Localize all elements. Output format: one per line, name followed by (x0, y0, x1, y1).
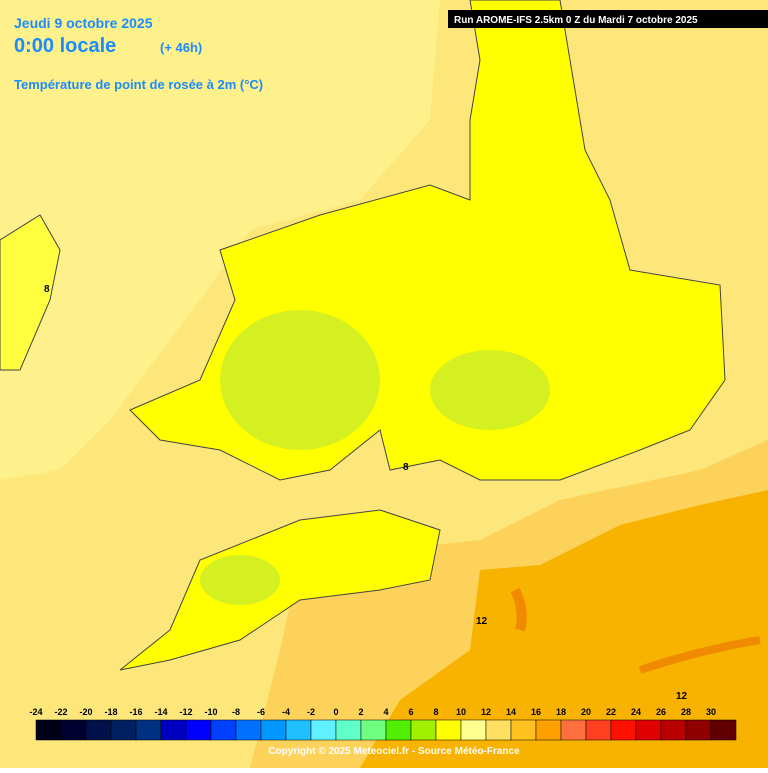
legend: -24 -22 -20 -18 -16 -14 -12 -10 -8 -6 -4 -2 0 2 4 6 8 10 1… (29, 707, 737, 741)
legend-label: -16 (129, 707, 142, 717)
orange-sea (360, 490, 768, 768)
legend-label: -2 (307, 707, 315, 717)
legend-swatch (385, 719, 412, 741)
date: Jeudi 9 octobre 2025 (14, 15, 153, 31)
copyright: Copyright © 2025 Meteociel.fr - Source M… (268, 746, 520, 757)
legend-swatch (185, 719, 212, 741)
green-patch (430, 350, 550, 430)
contour-label: 12 (676, 691, 688, 702)
legend-label: -18 (104, 707, 117, 717)
legend-swatch (560, 719, 587, 741)
contour-label: 12 (476, 616, 488, 627)
legend-label: 16 (531, 707, 541, 717)
legend-swatch (135, 719, 162, 741)
legend-swatch (435, 719, 462, 741)
legend-label: -10 (204, 707, 217, 717)
legend-label: 0 (333, 707, 338, 717)
parameter: Température de point de rosée à 2m (°C) (14, 77, 263, 92)
legend-label: -8 (232, 707, 240, 717)
legend-swatch (285, 719, 312, 741)
legend-swatch (60, 719, 87, 741)
legend-label: 8 (433, 707, 438, 717)
legend-label: -6 (257, 707, 265, 717)
orange-streak (510, 587, 527, 632)
legend-label: 30 (706, 707, 716, 717)
legend-label: -12 (179, 707, 192, 717)
legend-swatch (310, 719, 337, 741)
green-patch (220, 310, 380, 450)
legend-label: 4 (383, 707, 388, 717)
legend-label: -24 (29, 707, 42, 717)
run-info: Run AROME-IFS 2.5km 0 Z du Mardi 7 octob… (454, 15, 698, 26)
legend-swatch (510, 719, 537, 741)
legend-swatch (535, 719, 562, 741)
legend-label: -20 (79, 707, 92, 717)
pale-area (0, 0, 440, 480)
orange-streak (638, 636, 761, 674)
legend-label: 26 (656, 707, 666, 717)
legend-swatch (485, 719, 512, 741)
legend-swatch (410, 719, 437, 741)
ireland-coast (0, 214, 61, 371)
legend-label: 10 (456, 707, 466, 717)
legend-label: 28 (681, 707, 691, 717)
legend-swatch (85, 719, 112, 741)
legend-label: 12 (481, 707, 491, 717)
legend-label: 6 (408, 707, 413, 717)
contour-label: 8 (44, 284, 50, 295)
legend-swatch (110, 719, 137, 741)
legend-swatch (610, 719, 637, 741)
legend-swatch (585, 719, 612, 741)
legend-label: -14 (154, 707, 167, 717)
legend-swatch (335, 719, 362, 741)
legend-label: 20 (581, 707, 591, 717)
legend-label: 14 (506, 707, 516, 717)
run-box (448, 10, 768, 28)
legend-label: 18 (556, 707, 566, 717)
legend-label: 24 (631, 707, 641, 717)
legend-swatch (635, 719, 662, 741)
legend-swatch (260, 719, 287, 741)
contour-label: 8 (403, 462, 409, 473)
legend-swatch (210, 719, 237, 741)
legend-swatch (360, 719, 387, 741)
legend-swatch (35, 719, 62, 741)
legend-swatch (710, 719, 737, 741)
legend-swatch (660, 719, 687, 741)
legend-swatch (160, 719, 187, 741)
lead-time: (+ 46h) (160, 40, 202, 55)
southwest-peninsula (119, 509, 441, 671)
green-patch (200, 555, 280, 605)
legend-label: -22 (54, 707, 67, 717)
time: 0:00 locale (14, 35, 116, 57)
legend-swatch (235, 719, 262, 741)
legend-label: -4 (282, 707, 290, 717)
legend-swatch (460, 719, 487, 741)
legend-label: 22 (606, 707, 616, 717)
legend-swatch (685, 719, 712, 741)
legend-label: 2 (358, 707, 363, 717)
